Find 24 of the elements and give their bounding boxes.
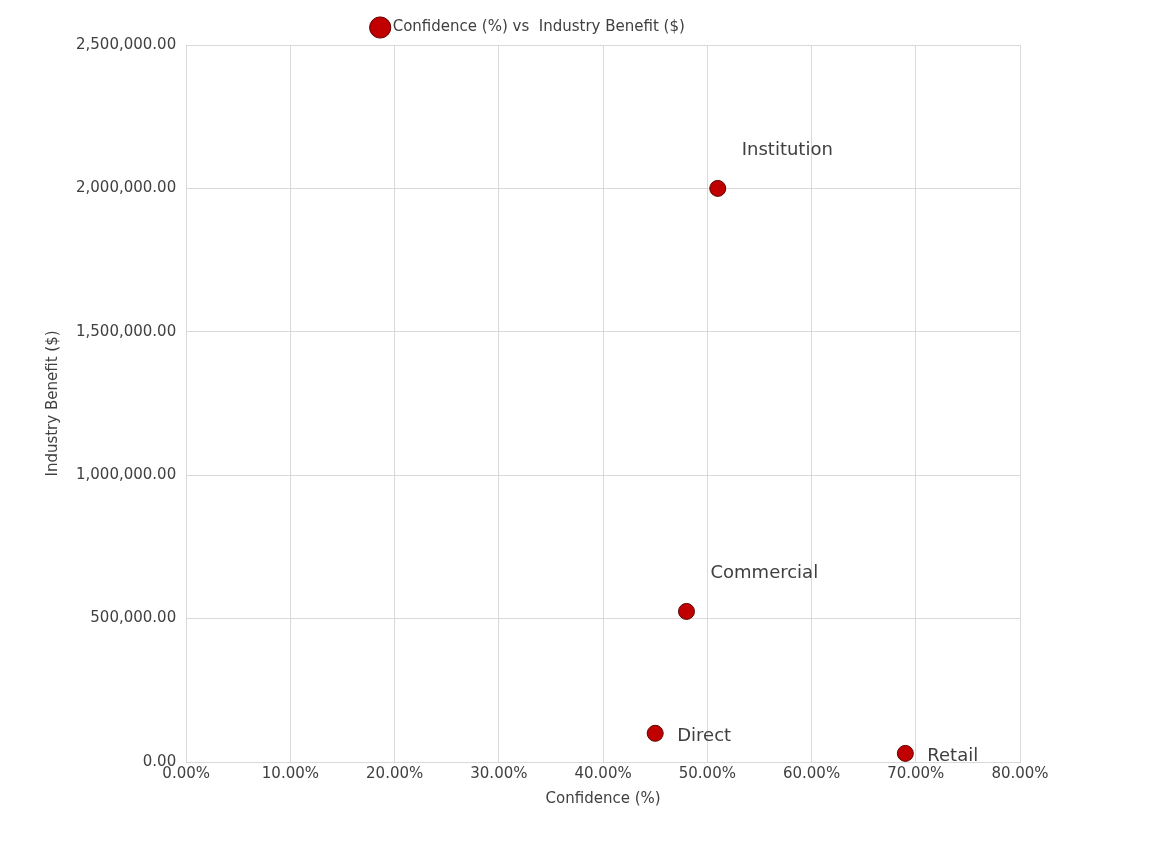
y-tick-label: 1,000,000.00: [75, 465, 177, 484]
x-tick-label: 50.00%: [678, 763, 736, 782]
point: [896, 744, 914, 762]
y-tick-label: 2,500,000.00: [75, 34, 177, 53]
x-tick-label: 40.00%: [574, 763, 632, 782]
x-tick-label: 20.00%: [366, 763, 424, 782]
point: [677, 602, 695, 620]
annotation: Direct: [677, 723, 732, 745]
point: [709, 179, 727, 197]
point: [646, 724, 664, 742]
y-tick-label: 1,500,000.00: [75, 321, 177, 340]
annotation: Commercial: [710, 561, 819, 583]
y-tick-label: 500,000.00: [90, 608, 177, 627]
annotation: Retail: [927, 744, 979, 766]
x-tick-label: 30.00%: [470, 763, 528, 782]
x-tick-label: 60.00%: [782, 763, 841, 782]
y-axis-title: Industry Benefit ($): [42, 330, 61, 477]
x-axis-title: Confidence (%): [545, 788, 661, 807]
legend-label: Confidence (%) vs Industry Benefit ($): [392, 17, 685, 36]
x-tick-label: 70.00%: [887, 763, 945, 782]
y-tick-label: 2,000,000.00: [75, 178, 177, 197]
annotation: Institution: [741, 138, 833, 160]
x-tick-label: 80.00%: [991, 763, 1049, 782]
x-tick-label: 10.00%: [261, 763, 320, 782]
